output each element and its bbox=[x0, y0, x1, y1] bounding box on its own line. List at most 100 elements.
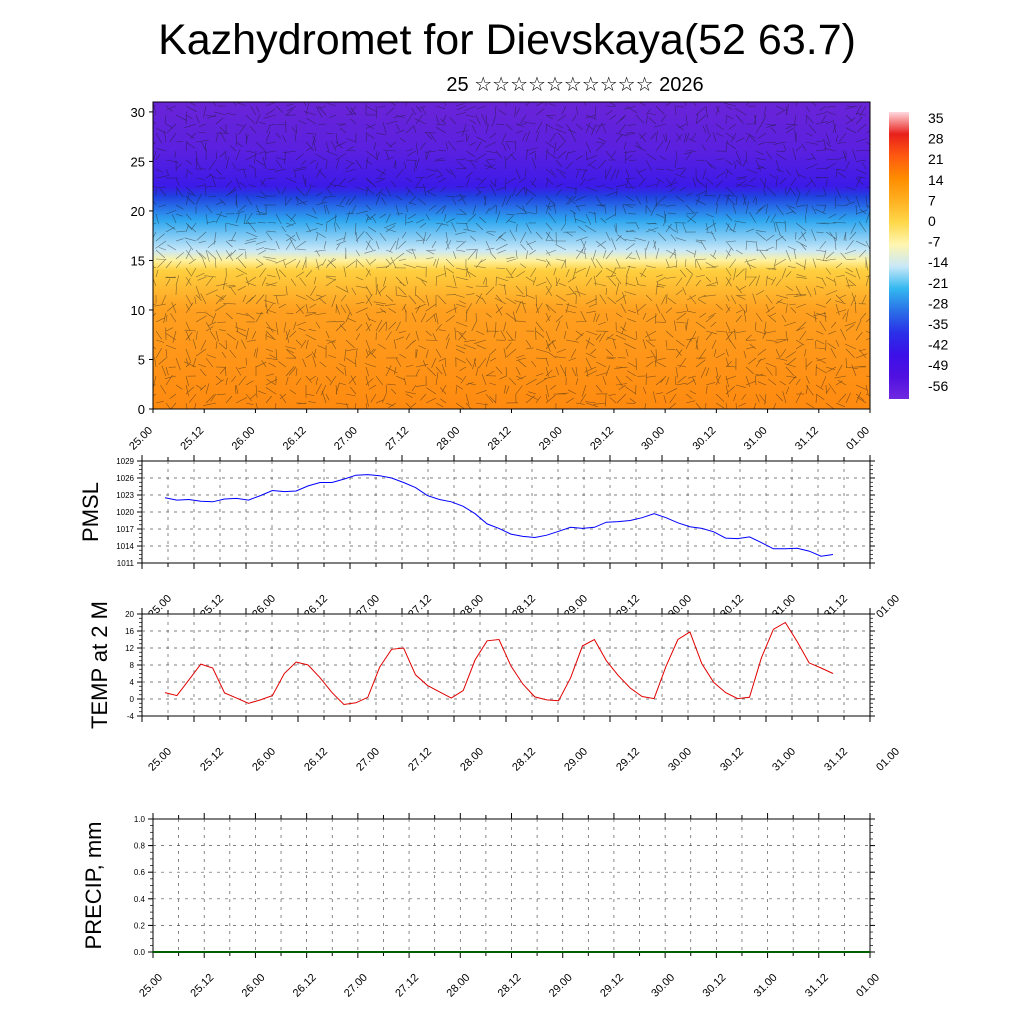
x-tick-label: 27.12 bbox=[406, 746, 434, 774]
y-tick-label: 4 bbox=[130, 678, 135, 687]
x-tick-label: 25.12 bbox=[178, 425, 206, 453]
y-tick-label: 1.0 bbox=[134, 815, 146, 824]
x-tick-label: 01.00 bbox=[874, 593, 902, 621]
x-tick-label: 28.00 bbox=[434, 425, 462, 453]
chart-title: Kazhydromet for Dievskaya(52 63.7) bbox=[158, 16, 856, 64]
series-line bbox=[164, 621, 834, 706]
x-tick-label: 27.00 bbox=[354, 746, 382, 774]
y-tick-label: 0.0 bbox=[134, 948, 146, 957]
temp-panel: -4 0 4 8 12 16 20 25.00 25.12 26.00 26.12 27.00 27.1… bbox=[87, 601, 902, 774]
y-tick-label: 12 bbox=[125, 644, 134, 653]
heatmap-fill bbox=[153, 102, 870, 409]
y-tick-label: 30 bbox=[131, 105, 145, 120]
x-tick-label: 27.12 bbox=[393, 972, 421, 1000]
x-tick-label: 30.12 bbox=[701, 972, 729, 1000]
x-tick-label: 28.00 bbox=[458, 746, 486, 774]
colorbar-label: 35 bbox=[928, 110, 944, 126]
colorbar-label: -28 bbox=[928, 295, 948, 311]
x-tick-label: 27.00 bbox=[342, 972, 370, 1000]
y-tick-label: 15 bbox=[131, 253, 145, 268]
colorbar-label: 14 bbox=[928, 172, 944, 188]
y-tick-label: 20 bbox=[125, 610, 134, 619]
x-tick-label: 29.00 bbox=[547, 972, 575, 1000]
y-tick-label: 0.2 bbox=[134, 921, 146, 930]
x-tick-label: 29.12 bbox=[588, 425, 616, 453]
x-tick-label: 26.12 bbox=[302, 746, 330, 774]
x-tick-label: 30.12 bbox=[718, 746, 746, 774]
x-tick-label: 31.12 bbox=[822, 746, 850, 774]
y-tick-label: 1014 bbox=[116, 542, 134, 551]
x-tick-label: 25.00 bbox=[137, 972, 165, 1000]
x-tick-label: 31.00 bbox=[752, 972, 780, 1000]
x-tick-label: 01.00 bbox=[854, 972, 882, 1000]
y-tick-label: 1029 bbox=[116, 457, 134, 466]
y-tick-label: 8 bbox=[130, 661, 135, 670]
y-tick-label: 10 bbox=[131, 303, 145, 318]
x-tick-label: 26.00 bbox=[240, 972, 268, 1000]
colorbar-label: -42 bbox=[928, 337, 948, 353]
y-tick-label: -4 bbox=[127, 712, 135, 721]
wind-barbs bbox=[153, 102, 870, 409]
y-axis-label: TEMP at 2 M bbox=[87, 601, 112, 729]
x-tick-label: 30.12 bbox=[691, 425, 719, 453]
y-tick-label: 1023 bbox=[116, 491, 134, 500]
x-tick-label: 29.00 bbox=[537, 425, 565, 453]
x-tick-label: 31.00 bbox=[742, 425, 770, 453]
x-tick-label: 28.12 bbox=[496, 972, 524, 1000]
x-tick-label: 29.12 bbox=[598, 972, 626, 1000]
x-tick-label: 26.12 bbox=[291, 972, 319, 1000]
x-tick-label: 30.00 bbox=[666, 746, 694, 774]
y-tick-label: 0.6 bbox=[134, 868, 146, 877]
colorbar-label: 7 bbox=[928, 192, 936, 208]
colorbar-label: -7 bbox=[928, 234, 941, 250]
y-tick-label: 1017 bbox=[116, 525, 134, 534]
cross-section-panel: 0 5 10 15 20 25 30 25.00 25.12 26.00 26.12 27.00 27.… bbox=[127, 101, 872, 453]
x-tick-label: 25.12 bbox=[198, 746, 226, 774]
y-tick-label: 0.8 bbox=[134, 842, 146, 851]
chart-subtitle: 25 ☆☆☆☆☆☆☆☆☆☆ 2026 bbox=[446, 74, 704, 96]
x-tick-label: 27.00 bbox=[332, 425, 360, 453]
precip-panel: 0.0 0.2 0.4 0.6 0.8 1.0 25.00 25.12 26.00 26.12 27… bbox=[81, 813, 882, 1000]
colorbar-label: -35 bbox=[928, 316, 948, 332]
colorbar-label: -49 bbox=[928, 357, 948, 373]
y-tick-label: 1011 bbox=[117, 559, 135, 568]
x-tick-label: 30.00 bbox=[649, 972, 677, 1000]
y-axis-label: PMSL bbox=[78, 482, 103, 542]
x-tick-label: 01.00 bbox=[844, 425, 872, 453]
y-tick-label: 25 bbox=[131, 154, 145, 169]
x-tick-label: 28.12 bbox=[486, 425, 514, 453]
x-tick-label: 31.12 bbox=[803, 972, 831, 1000]
colorbar-label: 21 bbox=[928, 151, 944, 167]
colorbar-label: 0 bbox=[928, 213, 936, 229]
x-tick-label: 25.00 bbox=[146, 746, 174, 774]
x-tick-label: 31.12 bbox=[793, 425, 821, 453]
y-tick-label: 0 bbox=[130, 695, 135, 704]
colorbar-fill bbox=[889, 112, 909, 399]
x-tick-label: 26.00 bbox=[230, 425, 258, 453]
y-tick-label: 0 bbox=[138, 402, 145, 417]
colorbar-label: -56 bbox=[928, 378, 948, 394]
x-tick-label: 29.12 bbox=[614, 746, 642, 774]
y-tick-label: 1020 bbox=[116, 508, 134, 517]
series-line bbox=[164, 474, 834, 557]
x-tick-label: 26.00 bbox=[250, 746, 278, 774]
x-tick-label: 25.12 bbox=[188, 972, 216, 1000]
x-tick-label: 29.00 bbox=[562, 746, 590, 774]
x-tick-label: 25.00 bbox=[127, 425, 155, 453]
x-tick-label: 28.00 bbox=[444, 972, 472, 1000]
colorbar: 35 28 21 14 7 0 -7 -14 -21 -28 -35 -42 -49 -56 bbox=[889, 110, 948, 399]
x-tick-label: 31.00 bbox=[770, 746, 798, 774]
x-tick-label: 28.12 bbox=[510, 746, 538, 774]
y-tick-label: 5 bbox=[138, 352, 145, 367]
x-tick-label: 30.00 bbox=[639, 425, 667, 453]
y-axis-label: PRECIP, mm bbox=[81, 822, 106, 950]
colorbar-label: 28 bbox=[928, 131, 944, 147]
y-tick-label: 0.4 bbox=[134, 895, 146, 904]
y-tick-label: 16 bbox=[125, 627, 134, 636]
colorbar-label: -14 bbox=[928, 254, 948, 270]
y-tick-label: 1026 bbox=[116, 474, 134, 483]
x-tick-label: 27.12 bbox=[383, 425, 411, 453]
y-tick-label: 20 bbox=[131, 204, 145, 219]
